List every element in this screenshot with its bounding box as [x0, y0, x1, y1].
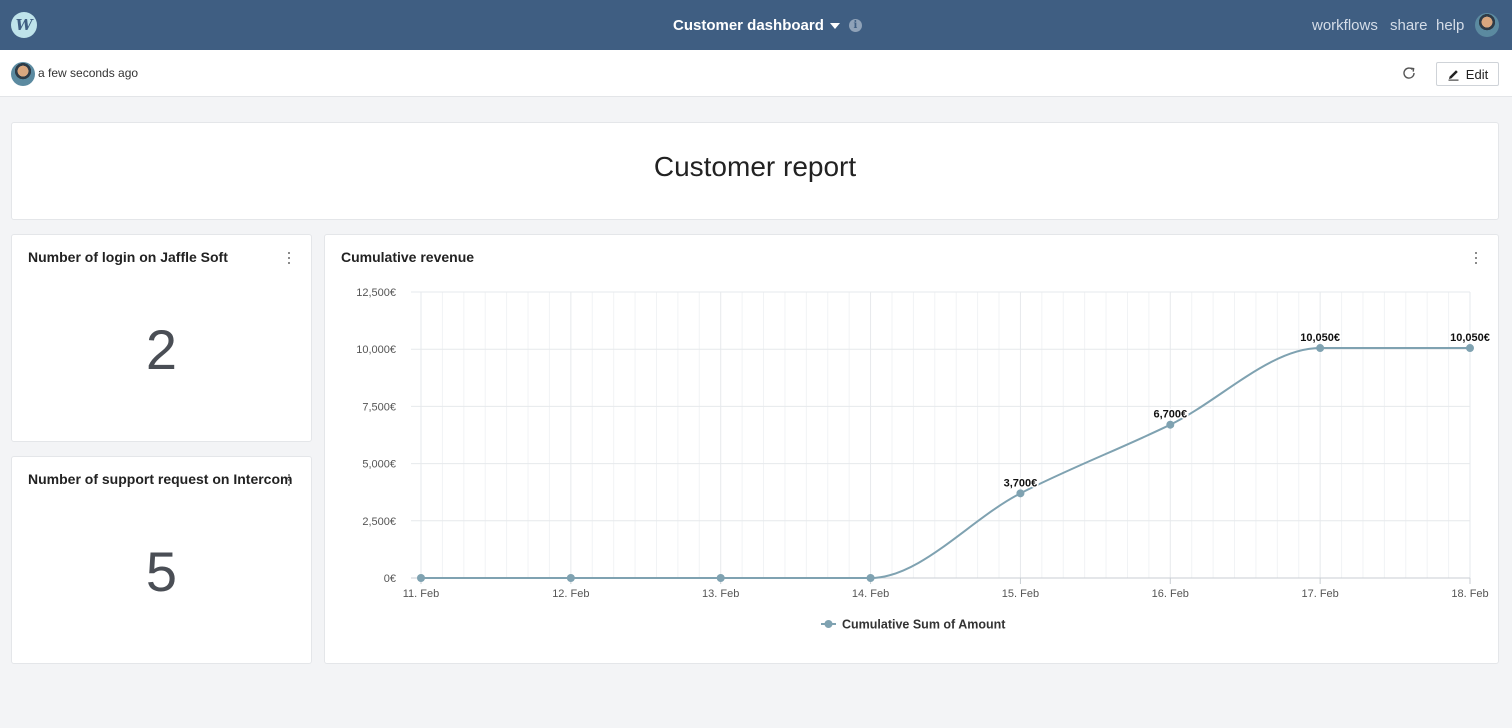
edit-label: Edit [1465, 66, 1489, 82]
x-tick-label: 17. Feb [1301, 588, 1338, 600]
y-tick-label: 7,500€ [362, 401, 396, 413]
kpi-title: Number of support request on Intercom [28, 471, 293, 487]
info-icon[interactable]: i [848, 18, 862, 32]
chart-legend[interactable]: Cumulative Sum of Amount [821, 618, 1006, 632]
x-tick-label: 15. Feb [1002, 588, 1039, 600]
pencil-icon [1448, 69, 1459, 81]
nav-share[interactable]: share [1390, 16, 1428, 34]
kpi-value: 2 [145, 318, 178, 381]
data-point[interactable] [1166, 420, 1175, 429]
data-label: 6,700€ [1153, 409, 1187, 421]
series-line-cumulative-sum [420, 347, 1470, 579]
more-options-icon[interactable] [1474, 252, 1478, 264]
kpi-value: 5 [145, 540, 178, 603]
chart-card-cumulative-revenue: Cumulative revenue [324, 234, 1499, 664]
refresh-icon[interactable] [1400, 64, 1418, 82]
data-point[interactable] [1466, 344, 1474, 353]
y-tick-label: 10,000€ [356, 344, 396, 356]
dashboard-title[interactable]: Customer dashboard [673, 16, 824, 34]
legend-point-marker [824, 620, 833, 628]
last-updated-text: a few seconds ago [38, 66, 139, 80]
nav-workflows[interactable]: workflows [1312, 16, 1378, 34]
edit-button[interactable]: Edit [1436, 62, 1499, 86]
data-labels: 3,700€ 6,700€ 10,050€ 10,050€ [1002, 331, 1491, 491]
user-avatar[interactable] [1475, 13, 1499, 37]
kpi-card-support-requests: Number of support request on Intercom 5 [11, 456, 312, 664]
data-label: 10,050€ [1300, 332, 1340, 344]
dashboard-title-menu[interactable]: Customer dashboard i [673, 0, 862, 50]
kpi-card-logins: Number of login on Jaffle Soft 2 [11, 234, 312, 442]
report-title-card: Customer report [11, 122, 1499, 220]
y-tick-label: 5,000€ [362, 459, 396, 471]
top-bar: W Customer dashboard i workflows share h… [0, 0, 1512, 50]
data-point[interactable] [1316, 344, 1325, 353]
y-axis: 0€ 2,500€ 5,000€ 7,500€ 10,000€ 12,500€ [356, 287, 396, 585]
legend-label: Cumulative Sum of Amount [842, 618, 1006, 632]
data-point[interactable] [566, 574, 575, 582]
status-bar: a few seconds ago Edit [0, 50, 1512, 97]
series-points [417, 344, 1474, 582]
chart-title: Cumulative revenue [341, 249, 475, 265]
kpi-title: Number of login on Jaffle Soft [28, 249, 228, 265]
data-point[interactable] [716, 574, 725, 582]
x-tick-label: 11. Feb [403, 588, 440, 600]
x-tick-label: 13. Feb [702, 588, 739, 600]
author-avatar [11, 62, 35, 86]
data-point[interactable] [417, 574, 425, 582]
data-label: 3,700€ [1004, 477, 1038, 489]
x-tick-label: 18. Feb [1451, 588, 1488, 600]
more-options-icon[interactable] [287, 252, 291, 264]
x-axis: 11. Feb 12. Feb 13. Feb 14. Feb 15. Feb 16. F… [403, 578, 1489, 600]
x-tick-label: 14. Feb [852, 588, 889, 600]
cumulative-revenue-chart: 0€ 2,500€ 5,000€ 7,500€ 10,000€ 12,500€ 11. F… [356, 287, 1491, 632]
data-point[interactable] [866, 574, 875, 582]
x-tick-label: 12. Feb [552, 588, 589, 600]
report-title: Customer report [653, 151, 857, 182]
y-tick-label: 12,500€ [356, 287, 396, 299]
data-point[interactable] [1016, 489, 1025, 498]
x-tick-label: 16. Feb [1152, 588, 1189, 600]
nav-help[interactable]: help [1436, 16, 1465, 34]
chevron-down-icon[interactable] [829, 22, 840, 29]
chart-grid [411, 291, 1471, 579]
more-options-icon[interactable] [287, 474, 291, 486]
y-tick-label: 0€ [384, 573, 396, 585]
data-label: 10,050€ [1450, 332, 1490, 344]
app-logo[interactable]: W [11, 12, 37, 38]
y-tick-label: 2,500€ [362, 516, 396, 528]
